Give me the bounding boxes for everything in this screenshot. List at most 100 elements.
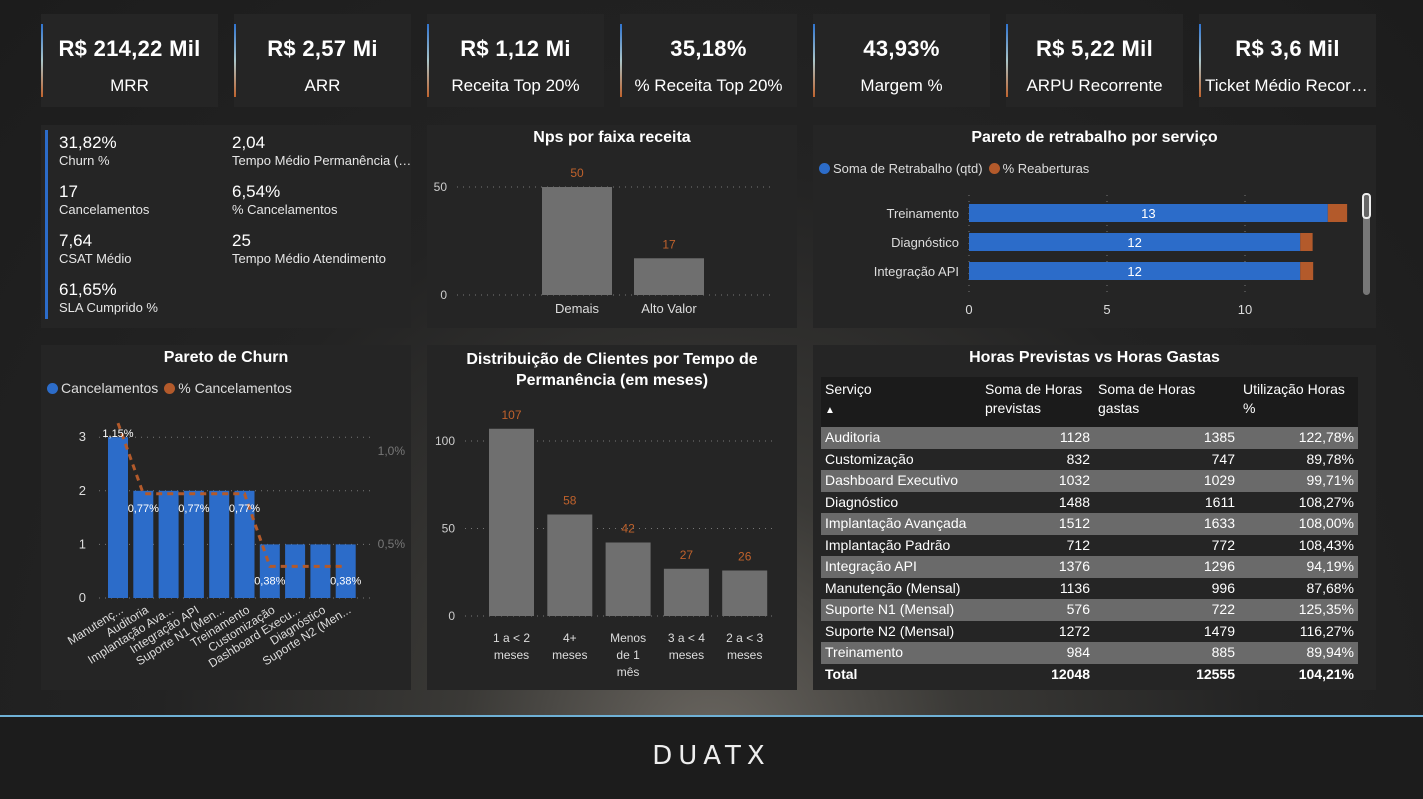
- stat-label: SLA Cumprido %: [59, 300, 158, 315]
- bar[interactable]: [605, 542, 651, 617]
- table-cell: 108,00%: [1239, 513, 1358, 535]
- x-tick-label: meses: [669, 648, 704, 662]
- table-cell: 116,27%: [1299, 622, 1354, 639]
- bar[interactable]: [259, 544, 280, 598]
- bar-reaberturas[interactable]: [1300, 262, 1314, 280]
- table-cell: 1488: [1058, 493, 1090, 510]
- kpi-card: R$ 2,57 Mi ARR: [234, 14, 411, 107]
- kpi-card: R$ 3,6 Mil Ticket Médio Recorrente: [1199, 14, 1376, 107]
- bar[interactable]: [108, 437, 128, 598]
- stat-value: 17: [59, 182, 78, 201]
- legend-label: Cancelamentos: [61, 380, 159, 396]
- table-cell: Auditoria: [821, 427, 981, 449]
- table-cell: Integração API: [821, 556, 981, 578]
- table-cell: Manutenção (Mensal): [825, 579, 961, 596]
- column-header-utilizacao[interactable]: Utilização Horas %: [1239, 377, 1358, 427]
- bar[interactable]: [234, 490, 255, 598]
- nps-chart[interactable]: Nps por faixa receita 0 50 50 Demais 17 Alto …: [427, 125, 797, 328]
- table-row[interactable]: Implantação Avançada 1512 1633 108,00%: [821, 513, 1358, 535]
- table-row[interactable]: Dashboard Executivo 1032 1029 99,71%: [821, 470, 1358, 492]
- chart-title: Distribuição de Clientes por Tempo de Pe…: [466, 351, 758, 389]
- y-tick-label: 1: [79, 536, 86, 551]
- nps-plot: 0 50 50 Demais 17 Alto Valor: [434, 166, 772, 316]
- table-cell: 1611: [1204, 493, 1235, 510]
- bar-retrabalho[interactable]: [969, 262, 1301, 280]
- data-label: 12: [1127, 235, 1141, 250]
- table-row[interactable]: Suporte N2 (Mensal) 1272 1479 116,27%: [821, 621, 1358, 643]
- kpi-accent: [1006, 24, 1008, 97]
- y2-tick-label: 1,0%: [378, 444, 406, 458]
- scrollbar-thumb[interactable]: [1362, 193, 1371, 219]
- churn-pareto-chart[interactable]: Pareto de Churn Cancelamentos % Cancelam…: [41, 345, 411, 690]
- data-label: 1,15%: [102, 428, 133, 440]
- bar[interactable]: [158, 490, 179, 598]
- legend-item[interactable]: Soma de Retrabalho (qtd): [819, 161, 983, 176]
- legend-dot-icon: [47, 383, 58, 394]
- column-header-horas-gastas[interactable]: Soma de Horas gastas: [1094, 377, 1239, 427]
- stat-value: 31,82%: [59, 133, 117, 152]
- kpi-value: R$ 1,12 Mi: [460, 36, 571, 61]
- bar[interactable]: [183, 490, 204, 598]
- hours-table: Serviço ▲ Soma de Horas previstas Soma de…: [821, 377, 1358, 685]
- stat-label: % Cancelamentos: [232, 202, 338, 217]
- scrollbar[interactable]: [1362, 193, 1371, 295]
- legend-dot-icon: [819, 163, 830, 174]
- column-header-servico[interactable]: Serviço ▲: [821, 377, 981, 427]
- bar[interactable]: [663, 568, 709, 616]
- x-tick-label: 0: [965, 302, 972, 317]
- bar[interactable]: [489, 428, 534, 616]
- table-row[interactable]: Suporte N1 (Mensal) 576 722 125,35%: [821, 599, 1358, 621]
- table-cell: 576: [981, 599, 1094, 621]
- bar[interactable]: [209, 490, 230, 598]
- retrabalho-chart[interactable]: Pareto de retrabalho por serviço Soma de…: [813, 125, 1376, 328]
- bar-reaberturas[interactable]: [1327, 204, 1348, 222]
- legend-item[interactable]: % Cancelamentos: [164, 380, 292, 396]
- bar[interactable]: [547, 514, 593, 617]
- legend-item[interactable]: Cancelamentos: [47, 380, 158, 396]
- bar-retrabalho[interactable]: [969, 204, 1328, 222]
- table-row[interactable]: Implantação Padrão 712 772 108,43%: [821, 535, 1358, 557]
- bar[interactable]: [285, 544, 306, 598]
- table-cell: 1029: [1094, 470, 1239, 492]
- kpi-label: Ticket Médio Recorrente: [1205, 76, 1376, 95]
- distribution-chart[interactable]: Distribuição de Clientes por Tempo de Pe…: [427, 345, 797, 690]
- bar-retrabalho[interactable]: [969, 233, 1301, 251]
- kpi-accent: [620, 24, 622, 97]
- churn-plot: 01230,5%1,0%Manutenç...AuditoriaImplanta…: [65, 422, 406, 670]
- table-cell: 87,68%: [1306, 579, 1354, 596]
- table-cell: 885: [1094, 642, 1239, 664]
- stat-label: Tempo Médio Atendimento: [232, 251, 386, 266]
- table-row[interactable]: Integração API 1376 1296 94,19%: [821, 556, 1358, 578]
- total-cell: Total: [825, 665, 858, 682]
- y-tick-label: Integração API: [874, 264, 959, 279]
- legend-item[interactable]: % Reaberturas: [988, 161, 1089, 176]
- stat-value: 7,64: [59, 231, 93, 250]
- legend-dot-icon: [164, 383, 176, 394]
- kpi-accent: [1199, 24, 1201, 97]
- table-row[interactable]: Diagnóstico 1488 1611 108,27%: [821, 492, 1358, 514]
- kpi-value: R$ 214,22 Mil: [58, 36, 201, 61]
- table-cell: 712: [1066, 536, 1090, 553]
- table-row[interactable]: Auditoria 1128 1385 122,78%: [821, 427, 1358, 449]
- data-label: 27: [680, 548, 694, 562]
- bar[interactable]: [133, 490, 154, 598]
- bar[interactable]: [634, 258, 704, 295]
- stat-value: 6,54%: [232, 182, 281, 201]
- sort-ascending-icon[interactable]: ▲: [825, 405, 835, 416]
- table-cell: 99,71%: [1239, 470, 1358, 492]
- stat-item: 6,54%% Cancelamentos: [232, 182, 338, 217]
- table-row[interactable]: Customização 832 747 89,78%: [821, 449, 1358, 471]
- stat-item: 31,82% Churn %: [59, 133, 117, 168]
- cancelamentos-pct-line[interactable]: [116, 422, 346, 568]
- bar-reaberturas[interactable]: [1300, 233, 1313, 251]
- bar[interactable]: [722, 570, 768, 617]
- table-cell: Implantação Avançada: [821, 513, 981, 535]
- bar[interactable]: [310, 544, 331, 598]
- bar[interactable]: [542, 187, 612, 295]
- table-row[interactable]: Manutenção (Mensal) 1136 996 87,68%: [821, 578, 1358, 600]
- table-row[interactable]: Treinamento 984 885 89,94%: [821, 642, 1358, 664]
- column-header-horas-previstas[interactable]: Soma de Horas previstas: [981, 377, 1094, 427]
- stats-accent: [45, 130, 48, 319]
- bar[interactable]: [335, 544, 356, 598]
- table-cell: 108,43%: [1298, 536, 1354, 553]
